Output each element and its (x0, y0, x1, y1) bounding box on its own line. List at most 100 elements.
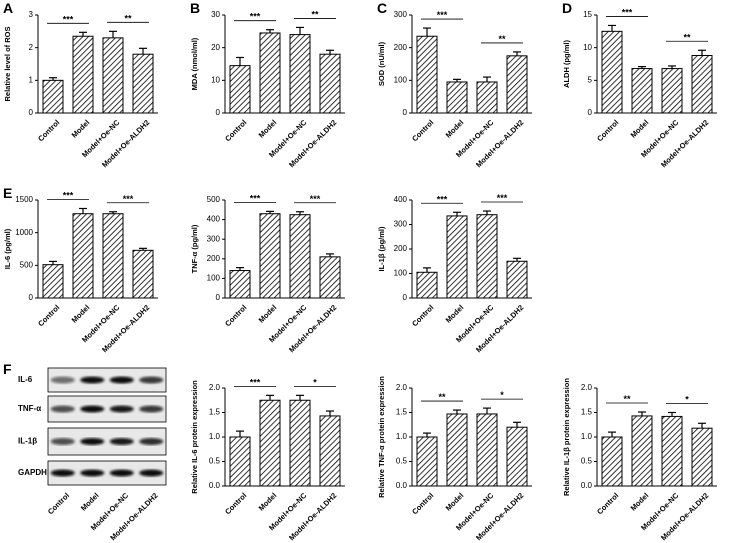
y-tick-label: 30 (211, 10, 220, 19)
blot-row-label: TNF-α (18, 404, 41, 413)
x-tick-label: Model (444, 303, 466, 325)
significance-label: ** (438, 392, 446, 402)
significance-label: *** (437, 10, 448, 20)
bar (259, 32, 281, 114)
y-tick-label: 2.0 (209, 383, 221, 392)
y-axis-label: IL-1β (pg/ml) (377, 226, 386, 271)
bar (289, 399, 311, 487)
bar (229, 270, 251, 299)
x-tick-label: Model (629, 491, 651, 513)
panel-label: F (3, 361, 12, 377)
significance-label: ** (683, 32, 691, 42)
panel-label: A (3, 0, 13, 16)
y-tick-label: 1000 (15, 228, 33, 237)
x-tick-label: Control (223, 303, 248, 328)
significance-label: * (500, 390, 504, 400)
x-tick-label: Model (444, 118, 466, 140)
y-tick-label: 1.0 (581, 432, 593, 441)
panel-label: C (377, 0, 387, 16)
blot-band (109, 376, 134, 384)
bar (446, 81, 468, 114)
blot-band (139, 376, 164, 384)
significance-label: *** (497, 193, 508, 203)
y-tick-label: 0.0 (209, 481, 221, 490)
y-axis-label: TNF-α (pg/ml) (190, 224, 199, 273)
y-tick-label: 300 (207, 234, 221, 243)
bar (319, 53, 341, 114)
x-tick-label: Model (257, 118, 279, 140)
blot-band (50, 438, 75, 445)
y-tick-label: 200 (394, 244, 408, 253)
y-tick-label: 1.5 (581, 408, 593, 417)
y-tick-label: 0.0 (581, 481, 593, 490)
bar (319, 415, 341, 487)
y-tick-label: 5 (588, 75, 593, 84)
bar (691, 55, 713, 114)
bar (476, 413, 498, 487)
significance-label: *** (123, 194, 134, 204)
y-tick-label: 200 (207, 254, 221, 263)
y-tick-label: 0.0 (396, 481, 408, 490)
blot-row-label: GAPDH (18, 468, 47, 477)
significance-label: *** (63, 190, 74, 200)
y-tick-label: 0 (29, 108, 34, 117)
x-tick-label: Control (223, 118, 248, 143)
x-tick-label: Model (70, 303, 92, 325)
x-tick-label: Control (595, 491, 620, 516)
bar (446, 215, 468, 299)
x-tick-label: Control (410, 491, 435, 516)
y-axis-label: IL-6 (pg/ml) (3, 228, 12, 269)
y-tick-label: 1.0 (209, 432, 221, 441)
y-tick-label: 300 (394, 220, 408, 229)
bar (289, 214, 311, 299)
y-tick-label: 500 (20, 260, 34, 269)
blot-category-label: Model (79, 491, 101, 513)
y-tick-label: 0 (216, 293, 221, 302)
x-tick-label: Control (410, 118, 435, 143)
blot-band (50, 376, 75, 384)
bar (259, 213, 281, 299)
y-tick-label: 0.5 (396, 457, 408, 466)
bar (259, 399, 281, 487)
bar (42, 79, 64, 114)
bar (229, 436, 251, 487)
y-tick-label: 2.0 (396, 383, 408, 392)
blot-band (139, 405, 164, 413)
y-tick-label: 300 (394, 10, 408, 19)
y-tick-label: 200 (394, 43, 408, 52)
blot-band (50, 469, 75, 477)
y-tick-label: 0 (403, 293, 408, 302)
bar (416, 271, 438, 299)
bar (72, 35, 94, 114)
y-tick-label: 20 (211, 43, 220, 52)
bar (416, 436, 438, 487)
bar (601, 436, 623, 487)
blot-category-label: Control (46, 491, 71, 516)
bar (72, 213, 94, 299)
bar (601, 30, 623, 114)
bar (476, 81, 498, 114)
bar (446, 413, 468, 487)
significance-label: *** (63, 14, 74, 24)
bar (289, 34, 311, 114)
significance-label: ** (311, 9, 319, 19)
bar (476, 214, 498, 299)
panel-label: E (3, 185, 12, 201)
y-tick-label: 100 (394, 269, 408, 278)
bar (691, 427, 713, 487)
x-tick-label: Model (629, 118, 651, 140)
x-tick-label: Control (223, 491, 248, 516)
bar (506, 426, 528, 487)
bar (506, 260, 528, 299)
y-tick-label: 100 (207, 274, 221, 283)
y-tick-label: 15 (583, 10, 592, 19)
y-axis-label: Relative TNF-α protein expression (377, 376, 386, 498)
blot-band (50, 405, 75, 413)
y-tick-label: 2.0 (581, 383, 593, 392)
y-tick-label: 500 (207, 195, 221, 204)
panel-label: D (562, 0, 572, 16)
y-tick-label: 10 (211, 75, 220, 84)
y-tick-label: 0 (216, 108, 221, 117)
y-tick-label: 100 (394, 75, 408, 84)
bar (102, 213, 124, 299)
